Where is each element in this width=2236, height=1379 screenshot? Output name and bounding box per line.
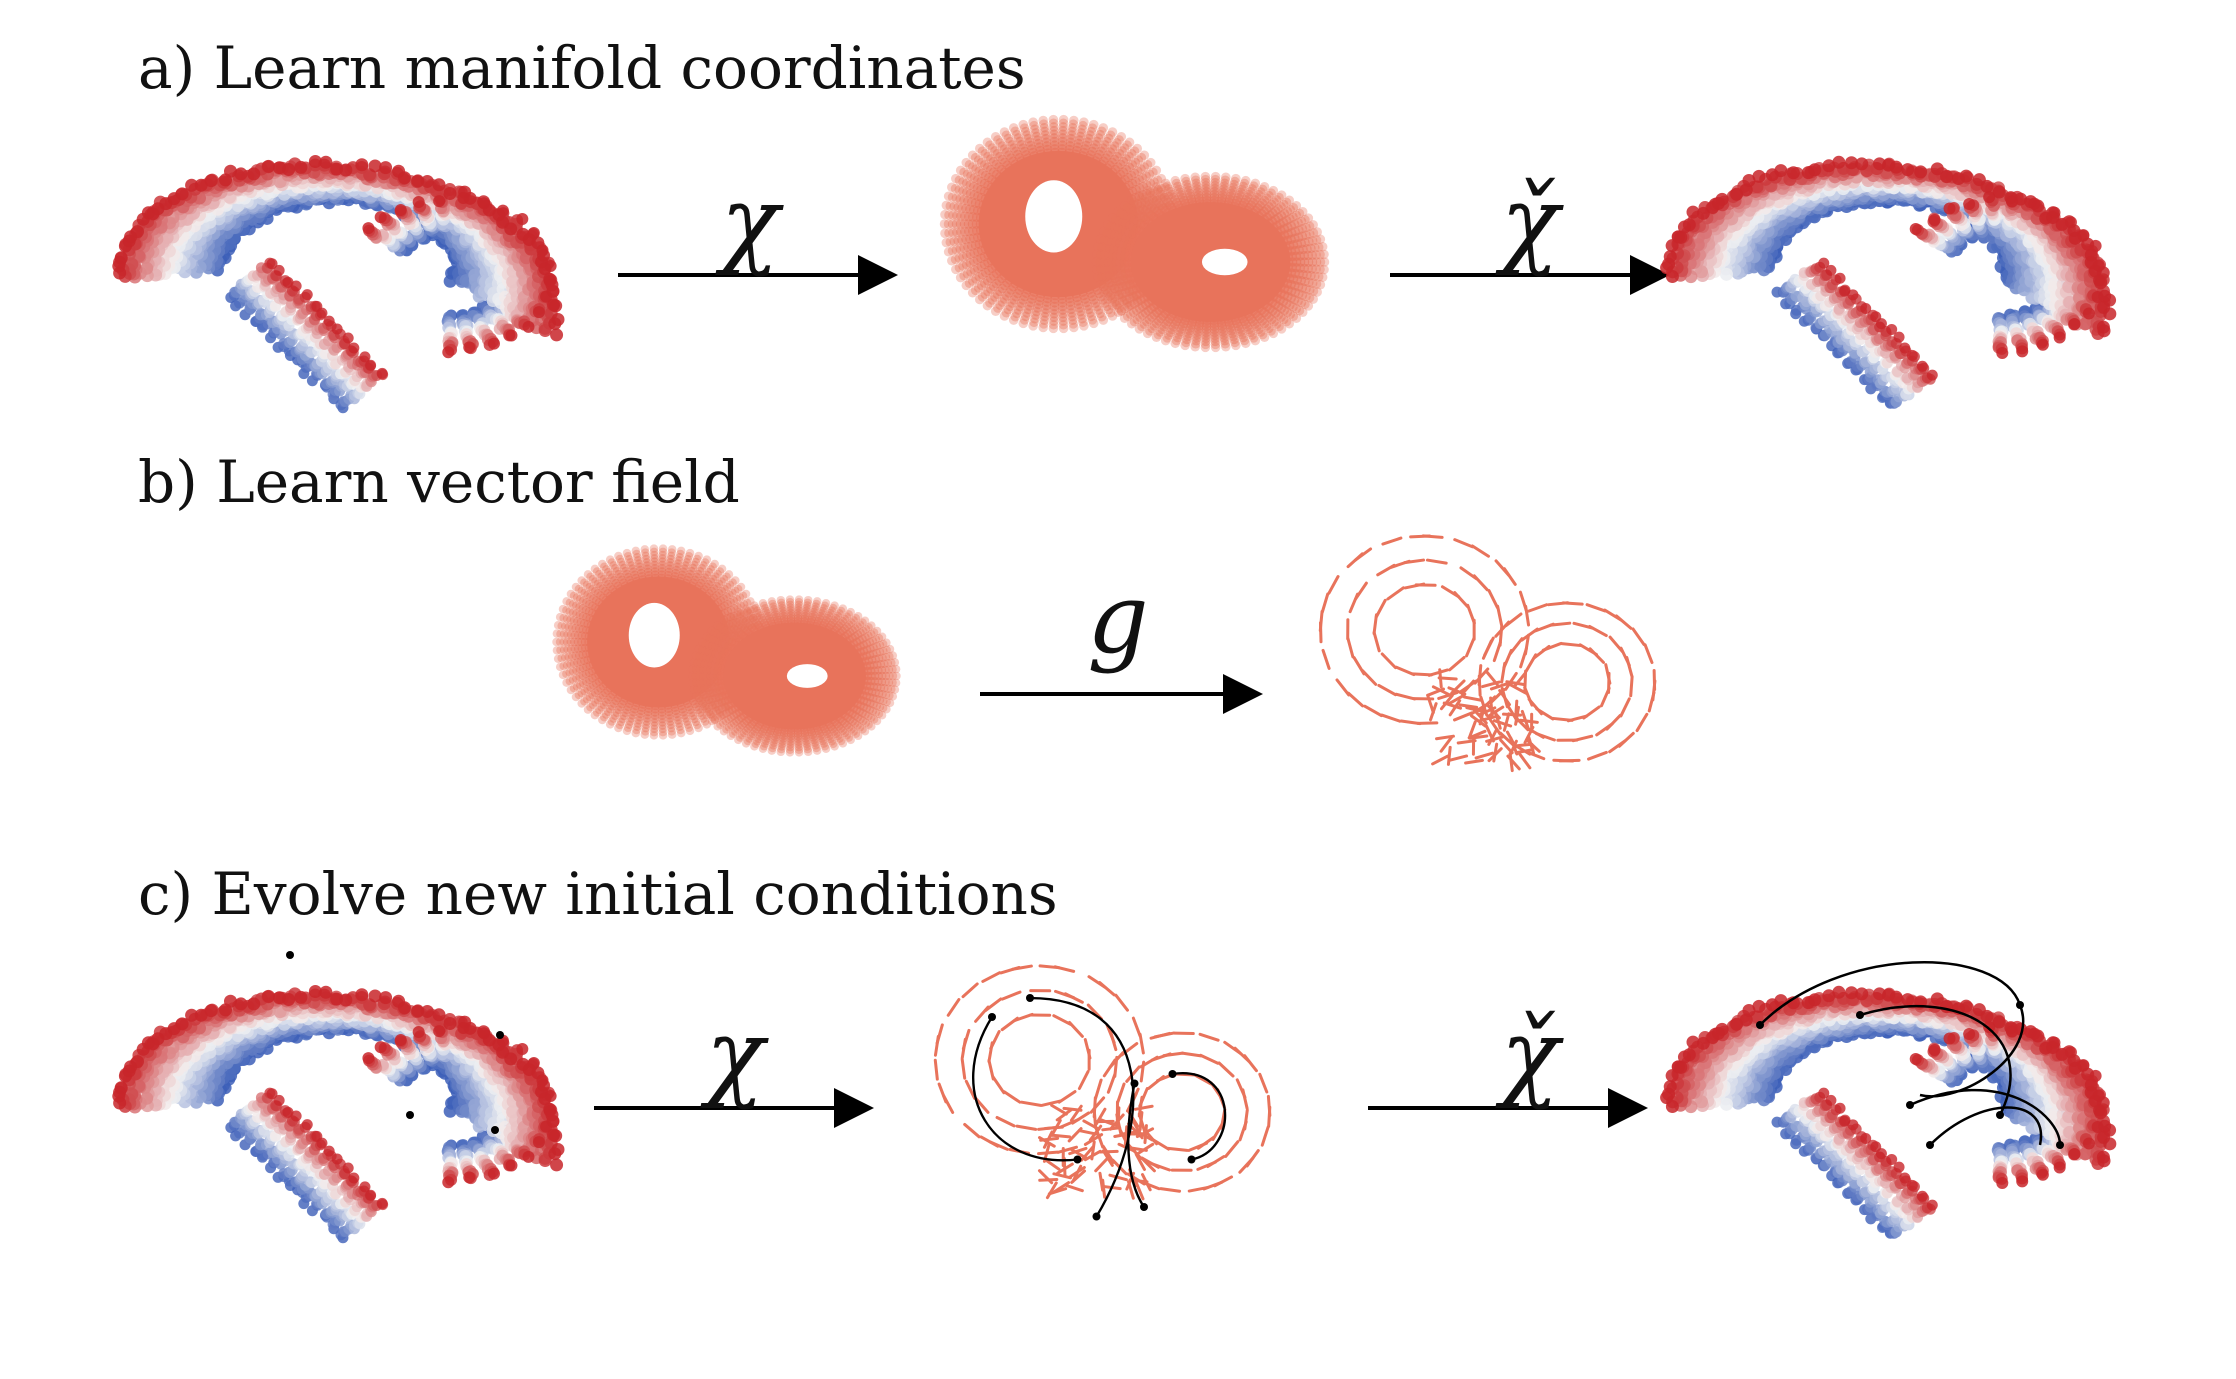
panel-b-title: b) Learn vector field — [138, 448, 740, 516]
chi-label-a: χ — [715, 166, 784, 278]
vector-field-b — [1318, 534, 1657, 773]
map-arrow-chi-c: χ — [594, 999, 874, 1128]
reconstructed-manifold-c-right — [1660, 961, 2117, 1239]
chi-label-c: χ — [700, 999, 769, 1111]
vector-field-c-with-trajectories — [933, 964, 1272, 1221]
g-label: g — [1087, 563, 1148, 675]
panel-c-title: c) Evolve new initial conditions — [138, 860, 1058, 928]
map-arrow-chi-a: χ — [618, 166, 898, 295]
embedded-manifold-a-left — [112, 155, 565, 414]
panel-a-title: a) Learn manifold coordinates — [138, 34, 1026, 102]
latent-coordinates-a — [939, 114, 1330, 353]
reconstructed-manifold-a-right — [1660, 155, 2117, 409]
map-arrow-chi-inverse-a: χ̌ — [1390, 166, 1670, 295]
chi-check-label-a: χ̌ — [1495, 166, 1564, 278]
chi-check-label-c: χ̌ — [1495, 999, 1564, 1111]
latent-coordinates-b — [552, 544, 901, 757]
map-arrow-chi-inverse-c: χ̌ — [1368, 999, 1648, 1128]
map-arrow-g: g — [980, 563, 1263, 714]
embedded-manifold-c-left — [112, 951, 565, 1244]
